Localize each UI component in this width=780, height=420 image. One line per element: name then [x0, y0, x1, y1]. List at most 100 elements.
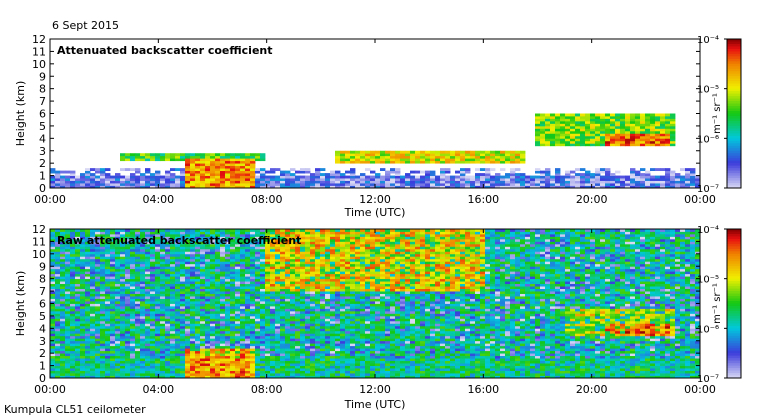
heatmap-cell	[105, 246, 111, 250]
heatmap-cell	[55, 258, 61, 262]
heatmap-cell	[55, 231, 61, 235]
heatmap-cell	[105, 281, 111, 285]
heatmap-cell	[190, 155, 196, 159]
heatmap-cell	[430, 173, 436, 176]
heatmap-cell	[115, 343, 121, 347]
heatmap-cell	[150, 355, 156, 359]
heatmap-cell	[80, 350, 86, 354]
heatmap-cell	[225, 256, 231, 260]
heatmap-cell	[170, 231, 176, 235]
heatmap-cell	[95, 286, 101, 289]
heatmap-cell	[560, 185, 566, 189]
heatmap-cell	[165, 363, 171, 366]
heatmap-cell	[205, 276, 211, 280]
heatmap-cell	[655, 175, 661, 179]
heatmap-cell	[80, 315, 86, 319]
heatmap-cell	[285, 355, 291, 359]
heatmap-cell	[75, 345, 81, 349]
heatmap-cell	[255, 271, 261, 275]
heatmap-cell	[150, 231, 156, 235]
heatmap-cell	[385, 158, 391, 162]
heatmap-cell	[370, 158, 376, 162]
heatmap-cell	[630, 173, 636, 176]
colorbar-segment	[727, 120, 741, 124]
heatmap-cell	[235, 180, 241, 184]
heatmap-cell	[165, 288, 171, 292]
heatmap-cell	[270, 263, 276, 267]
heatmap-cell	[125, 320, 131, 324]
heatmap-cell	[220, 158, 226, 162]
heatmap-cell	[350, 158, 356, 162]
heatmap-cell	[135, 370, 141, 374]
heatmap-cell	[505, 150, 511, 154]
heatmap-cell	[575, 185, 581, 189]
heatmap-cell	[250, 328, 256, 332]
heatmap-cell	[295, 313, 301, 317]
heatmap-cell	[80, 286, 86, 289]
heatmap-cell	[275, 373, 281, 376]
heatmap-cell	[265, 358, 271, 362]
heatmap-cell	[215, 268, 221, 272]
heatmap-cell	[320, 266, 326, 270]
heatmap-cell	[630, 118, 636, 122]
heatmap-cell	[220, 281, 226, 285]
heatmap-cell	[225, 168, 231, 172]
heatmap-cell	[150, 301, 156, 304]
heatmap-cell	[280, 335, 286, 339]
heatmap-cell	[85, 375, 91, 379]
heatmap-cell	[445, 180, 451, 184]
heatmap-cell	[120, 243, 126, 247]
heatmap-cell	[290, 271, 296, 275]
heatmap-cell	[160, 248, 166, 252]
heatmap-cell	[415, 178, 421, 181]
heatmap-cell	[70, 320, 76, 324]
heatmap-cell	[480, 178, 486, 181]
heatmap-cell	[135, 155, 141, 159]
heatmap-cell	[260, 168, 266, 172]
heatmap-cell	[350, 170, 356, 174]
colorbar-segment	[727, 53, 741, 57]
heatmap-cell	[165, 251, 171, 255]
heatmap-cell	[260, 288, 266, 292]
heatmap-cell	[435, 178, 441, 181]
heatmap-cell	[120, 315, 126, 319]
heatmap-cell	[565, 183, 571, 186]
heatmap-cell	[70, 318, 76, 322]
heatmap-cell	[215, 231, 221, 235]
heatmap-cell	[105, 251, 111, 255]
heatmap-cell	[565, 140, 571, 144]
heatmap-cell	[255, 330, 261, 334]
heatmap-cell	[170, 246, 176, 250]
heatmap-cell	[85, 338, 91, 342]
heatmap-cell	[225, 296, 231, 299]
heatmap-cell	[260, 185, 266, 189]
heatmap-cell	[620, 118, 626, 122]
heatmap-cell	[245, 296, 251, 299]
heatmap-cell	[215, 348, 221, 352]
heatmap-cell	[190, 238, 196, 242]
heatmap-cell	[135, 348, 141, 352]
heatmap-cell	[140, 303, 146, 307]
heatmap-cell	[535, 138, 541, 142]
heatmap-cell	[195, 355, 201, 359]
heatmap-cell	[310, 268, 316, 272]
heatmap-cell	[305, 320, 311, 324]
heatmap-cell	[75, 333, 81, 337]
heatmap-cell	[65, 360, 71, 364]
heatmap-cell	[245, 365, 251, 369]
heatmap-cell	[75, 320, 81, 324]
heatmap-cell	[50, 238, 56, 242]
heatmap-cell	[280, 253, 286, 257]
heatmap-cell	[215, 303, 221, 307]
heatmap-cell	[275, 365, 281, 369]
heatmap-cell	[105, 243, 111, 247]
heatmap-cell	[390, 155, 396, 159]
heatmap-cell	[100, 238, 106, 242]
heatmap-cell	[105, 333, 111, 337]
heatmap-cell	[610, 173, 616, 176]
heatmap-cell	[315, 358, 321, 362]
heatmap-cell	[55, 229, 61, 232]
heatmap-cell	[365, 155, 371, 159]
heatmap-cell	[245, 350, 251, 354]
heatmap-cell	[545, 178, 551, 181]
